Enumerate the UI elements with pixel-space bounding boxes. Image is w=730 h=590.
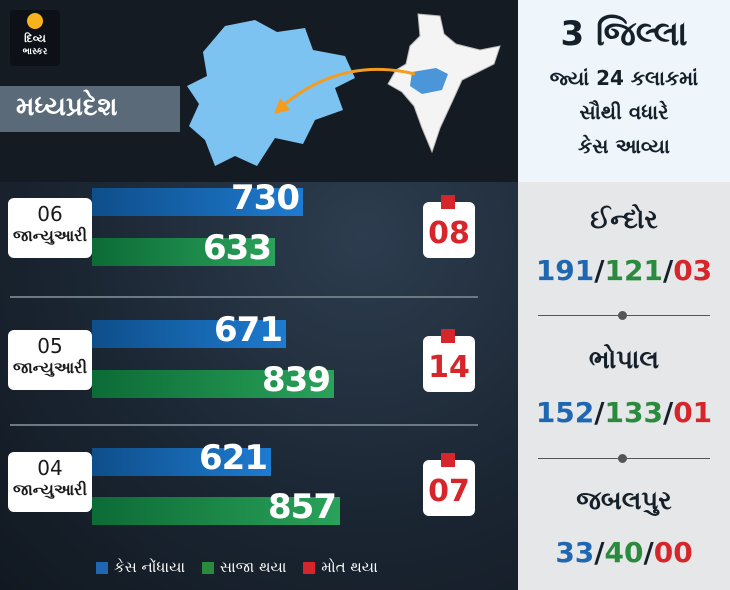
date-box-1: 06 જાન્યુઆરી — [8, 198, 92, 258]
date-month: જાન્યુઆરી — [12, 226, 88, 245]
deaths-badge: 08 — [423, 195, 475, 258]
date-box-3: 04 જાન્યુઆરી — [8, 452, 92, 512]
cured-bar: 839 — [92, 363, 334, 398]
district-cured: 121 — [604, 254, 663, 287]
district-cases: 33 — [555, 536, 595, 569]
cases-bar: 730 — [92, 181, 303, 216]
cases-value: 671 — [214, 310, 283, 350]
brand-line1: દિવ્ય — [24, 32, 46, 45]
brand-line2: ભાસ્કર — [22, 47, 48, 57]
date-day: 05 — [37, 334, 63, 358]
district-name: ઈન્દોર — [590, 205, 658, 235]
cured-swatch — [201, 561, 214, 574]
district-cured: 133 — [604, 396, 663, 429]
headline-line3: સૌથી વધારે — [579, 100, 669, 124]
brand-logo: દિવ્ય ભાસ્કર — [10, 10, 60, 66]
arrow-icon — [274, 67, 416, 114]
district-cases: 152 — [535, 396, 595, 429]
chart-panel: દિવ્ય ભાસ્કર મધ્યપ્રદેશ 06 જાન્યુઆરી 730… — [0, 0, 518, 590]
legend-cases: કેસ નોંધાયા — [96, 558, 185, 576]
district-divider — [538, 311, 710, 320]
district-deaths: 03 — [673, 254, 713, 287]
legend-deaths: મોત થયા — [303, 558, 378, 576]
district-name: ભોપાલ — [588, 345, 660, 375]
deaths-value: 14 — [428, 350, 470, 385]
district-deaths: 01 — [673, 396, 713, 429]
cases-bar: 671 — [92, 313, 286, 348]
sun-icon — [27, 13, 43, 29]
legend-deaths-label: મોત થયા — [321, 558, 378, 576]
cases-value: 621 — [199, 438, 268, 478]
headline-line4: કેસ આવ્યા — [578, 134, 670, 158]
flag-icon — [441, 453, 455, 467]
legend-cured-label: સાજા થયા — [219, 558, 287, 576]
headline-line2: જ્યાં 24 કલાકમાં — [549, 66, 699, 90]
deaths-value: 07 — [428, 474, 470, 509]
date-box-2: 05 જાન્યુઆરી — [8, 330, 92, 390]
row-divider — [10, 424, 478, 426]
madhya-pradesh-map-icon — [187, 20, 355, 166]
district-values: 152/133/01 — [535, 396, 713, 429]
deaths-value: 08 — [428, 216, 470, 251]
state-label: મધ્યપ્રદેશ — [0, 86, 180, 132]
cases-swatch — [96, 561, 108, 574]
legend: કેસ નોંધાયા સાજા થયા મોત થયા — [96, 558, 390, 576]
india-map-icon — [387, 13, 501, 154]
state-name: મધ્યપ્રદેશ — [16, 92, 118, 122]
district-divider — [538, 454, 710, 463]
district-values: 33/40/00 — [555, 536, 693, 569]
deaths-badge: 14 — [423, 329, 475, 392]
date-month: જાન્યુઆરી — [12, 358, 88, 377]
district-deaths: 00 — [653, 536, 693, 569]
row-divider — [10, 296, 478, 298]
legend-cured: સાજા થયા — [201, 558, 287, 576]
legend-cases-label: કેસ નોંધાયા — [114, 558, 186, 576]
district-cured: 40 — [604, 536, 644, 569]
map-header: દિવ્ય ભાસ્કર મધ્યપ્રદેશ — [0, 0, 518, 182]
cured-bar: 633 — [92, 231, 275, 266]
district-cases: 191 — [535, 254, 595, 287]
deaths-swatch — [303, 561, 316, 574]
cases-value: 730 — [231, 178, 300, 218]
flag-icon — [441, 329, 455, 343]
cured-bar: 857 — [92, 490, 340, 525]
date-day: 06 — [37, 202, 63, 226]
cured-value: 633 — [203, 228, 272, 268]
headline-line1: 3 જિલ્લા — [560, 14, 688, 54]
cases-bar: 621 — [92, 441, 271, 476]
cured-value: 839 — [262, 360, 331, 400]
districts-panel: 3 જિલ્લા જ્યાં 24 કલાકમાં સૌથી વધારે કેસ… — [518, 0, 730, 590]
date-month: જાન્યુઆરી — [12, 480, 88, 499]
date-day: 04 — [37, 456, 63, 480]
flag-icon — [441, 195, 455, 209]
district-name: જબલપુર — [576, 486, 672, 516]
districts-header: 3 જિલ્લા જ્યાં 24 કલાકમાં સૌથી વધારે કેસ… — [518, 0, 730, 182]
district-values: 191/121/03 — [535, 254, 713, 287]
deaths-badge: 07 — [423, 453, 475, 516]
cured-value: 857 — [268, 487, 337, 527]
